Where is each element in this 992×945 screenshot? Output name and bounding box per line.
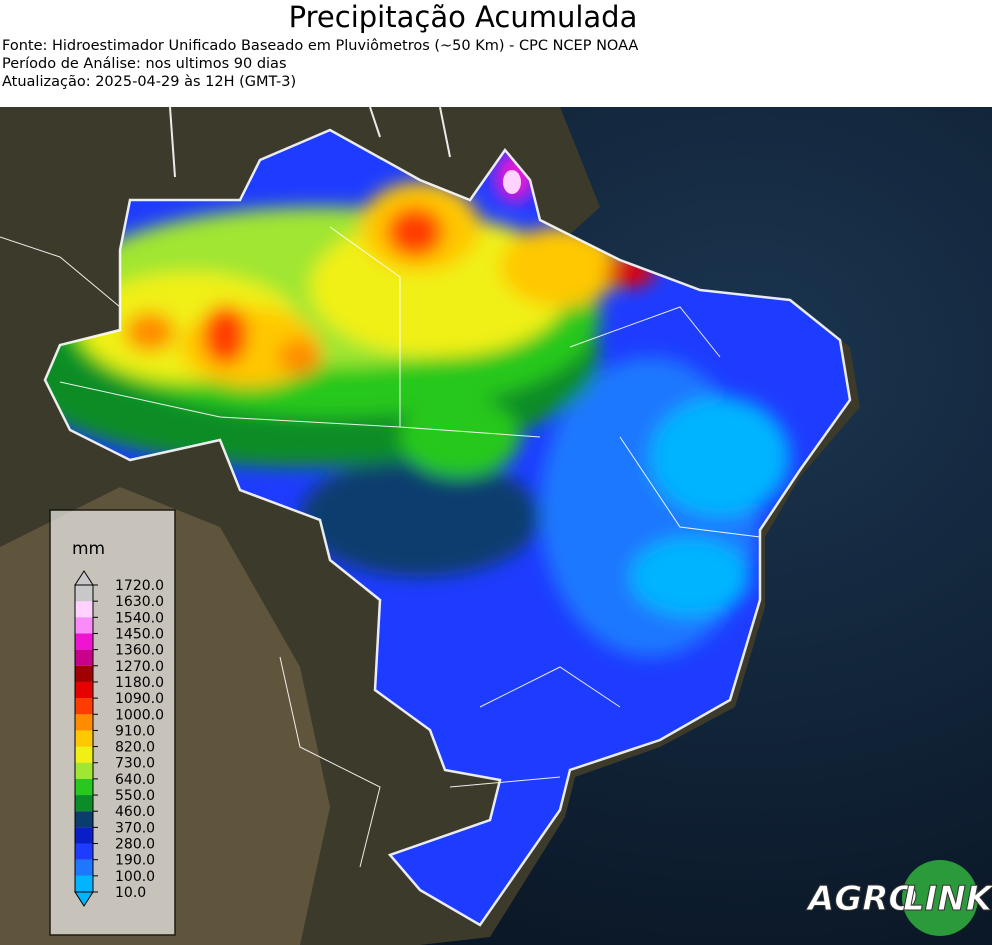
colorbar-tick-label: 910.0	[115, 723, 155, 739]
colorbar-segment	[75, 633, 93, 650]
colorbar-segment	[75, 811, 93, 828]
colorbar-segment	[75, 859, 93, 876]
map-title: Precipitação Acumulada	[288, 0, 638, 34]
colorbar-tick-label: 820.0	[115, 740, 155, 756]
legend: mm 10.0100.0190.0280.0370.0460.0550.0640…	[49, 509, 176, 936]
colorbar-segment	[75, 730, 93, 747]
colorbar-tick-label: 100.0	[115, 869, 155, 885]
colorbar-tick-label: 730.0	[115, 756, 155, 772]
colorbar-tick-label: 550.0	[115, 788, 155, 804]
colorbar-tick-label: 460.0	[115, 804, 155, 820]
map: mm 10.0100.0190.0280.0370.0460.0550.0640…	[0, 107, 992, 945]
colorbar-tick-label: 1630.0	[115, 594, 164, 610]
logo: AGRO LINK	[805, 860, 992, 936]
colorbar-segment	[75, 617, 93, 634]
colorbar-segment	[75, 601, 93, 618]
borders	[0, 107, 852, 927]
colorbar-segment	[75, 762, 93, 779]
colorbar-segment	[75, 681, 93, 699]
colorbar-tick-label: 1540.0	[115, 610, 164, 626]
colorbar-segment	[75, 714, 93, 731]
colorbar-tick-label: 1720.0	[115, 578, 164, 594]
colorbar-tick-label: 280.0	[115, 837, 155, 853]
colorbar-tick-label: 370.0	[115, 820, 155, 836]
logo-left: AGRO	[805, 879, 917, 919]
period-line: Período de Análise: nos ultimos 90 dias	[2, 56, 287, 72]
update-line: Atualização: 2025-04-29 às 12H (GMT-3)	[2, 74, 297, 90]
colorbar-segment	[75, 875, 93, 892]
colorbar-segment	[75, 698, 93, 715]
colorbar-tick-label: 1360.0	[115, 643, 164, 659]
logo-right: LINK	[903, 879, 992, 919]
colorbar-segment	[75, 843, 93, 860]
colorbar-tick-label: 1270.0	[115, 659, 164, 675]
colorbar-segment	[75, 585, 93, 602]
colorbar-tick-label: 190.0	[115, 853, 155, 869]
colorbar-segment	[75, 827, 93, 844]
colorbar-tick-label: 640.0	[115, 772, 155, 788]
colorbar-tick-label: 10.0	[115, 885, 146, 901]
legend-box	[49, 509, 176, 936]
colorbar-tick-label: 1180.0	[115, 675, 164, 691]
colorbar-segment	[75, 778, 93, 796]
colorbar-tick-label: 1090.0	[115, 691, 164, 707]
legend-unit: mm	[72, 539, 105, 559]
colorbar-tick-label: 1450.0	[115, 626, 164, 642]
colorbar-segment	[75, 795, 93, 812]
colorbar-tick-label: 1000.0	[115, 707, 164, 723]
colorbar-segment	[75, 746, 93, 763]
logo-circle	[902, 860, 978, 936]
colorbar-outline	[74, 584, 94, 893]
colorbar-segment	[75, 649, 93, 666]
source-line: Fonte: Hidroestimador Unificado Baseado …	[2, 38, 639, 54]
colorbar-segment	[75, 665, 93, 682]
